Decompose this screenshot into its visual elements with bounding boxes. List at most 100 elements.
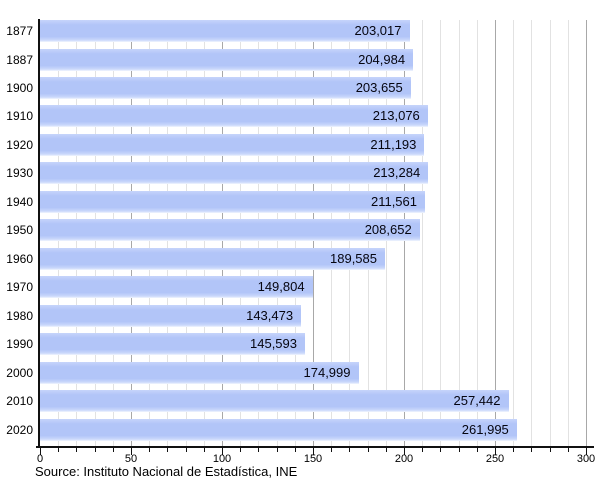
bar-value-label: 261,995 (461, 421, 509, 437)
minor-gridline (476, 20, 478, 447)
minor-gridline (422, 20, 424, 447)
bar: 174,999 (40, 361, 359, 384)
axis-tick (149, 448, 151, 452)
y-axis-label: 2010 (6, 394, 33, 409)
y-axis-label: 1990 (6, 337, 33, 352)
bar: 189,585 (40, 247, 385, 270)
bar: 261,995 (40, 418, 517, 441)
y-axis-label: 1887 (6, 52, 33, 67)
x-tick-label: 250 (485, 453, 505, 465)
x-tick-label: 50 (124, 453, 138, 465)
bar-row: 213,284 (40, 162, 586, 185)
y-axis-label: 1960 (6, 251, 33, 266)
bar-row: 149,804 (40, 276, 586, 299)
axis-tick (331, 448, 333, 452)
bar-value-label: 203,017 (354, 23, 402, 38)
bar-value-label: 211,561 (370, 193, 417, 209)
bar-row: 143,473 (40, 304, 586, 327)
x-tick-label: 200 (394, 453, 414, 465)
bar: 211,193 (40, 133, 425, 156)
axis-tick (495, 448, 496, 455)
bar: 203,017 (40, 20, 410, 42)
source-caption: Source: Instituto Nacional de Estadístic… (35, 464, 298, 479)
axis-tick (294, 448, 296, 452)
axis-tick (185, 448, 187, 452)
minor-gridline (531, 20, 533, 447)
bar-row: 211,561 (40, 190, 586, 213)
bar-row: 261,995 (40, 418, 586, 441)
bar: 208,652 (40, 219, 420, 242)
minor-gridline (513, 20, 515, 447)
axis-tick (476, 448, 478, 452)
y-axis-label: 2020 (6, 422, 33, 437)
axis-tick (422, 448, 424, 452)
y-axis-label: 1930 (6, 166, 33, 181)
axis-tick (131, 448, 132, 455)
axis-tick (440, 448, 442, 452)
minor-gridline (440, 20, 442, 447)
major-gridline (495, 20, 496, 447)
axis-tick (404, 448, 405, 455)
bar: 211,561 (40, 190, 425, 213)
y-axis-label: 1910 (6, 109, 33, 124)
x-tick-label: 100 (212, 453, 232, 465)
bar-row: 257,442 (40, 390, 586, 413)
y-axis-label: 2000 (6, 365, 33, 380)
axis-tick (458, 448, 460, 452)
bar: 213,076 (40, 105, 428, 128)
axis-tick (531, 448, 533, 452)
bar: 204,984 (40, 48, 414, 71)
bar-row: 208,652 (40, 219, 586, 242)
y-axis-label: 1980 (6, 308, 33, 323)
bar-value-label: 174,999 (303, 364, 351, 380)
y-axis-label: 1920 (6, 137, 33, 152)
y-axis-label: 1940 (6, 194, 33, 209)
y-axis-label: 1877 (6, 24, 33, 38)
bar-row: 213,076 (40, 105, 586, 128)
plot-area: 203,017 204,984 203,655 213,076 211,193 213,2… (40, 20, 587, 447)
axis-tick (112, 448, 114, 452)
bar-row: 203,017 (40, 20, 586, 42)
axis-tick (58, 448, 60, 452)
y-axis-label: 1900 (6, 80, 33, 95)
minor-gridline (458, 20, 460, 447)
minor-gridline (567, 20, 569, 447)
axis-tick (258, 448, 260, 452)
bar: 213,284 (40, 162, 429, 185)
axis-tick (513, 448, 515, 452)
bar-row: 204,984 (40, 48, 586, 71)
bar: 143,473 (40, 304, 302, 327)
axis-tick (349, 448, 351, 452)
bar-row: 145,593 (40, 333, 586, 356)
axis-tick (203, 448, 205, 452)
bar: 257,442 (40, 390, 509, 413)
axis-tick (167, 448, 169, 452)
axis-tick (385, 448, 387, 452)
axis-tick (276, 448, 278, 452)
minor-gridline (549, 20, 551, 447)
bar: 203,655 (40, 76, 411, 99)
bar-value-label: 204,984 (358, 51, 406, 67)
axis-tick (567, 448, 569, 452)
bar-value-label: 145,593 (250, 336, 297, 352)
axis-tick (586, 448, 587, 455)
bar-value-label: 149,804 (257, 279, 305, 295)
y-axis-label: 1950 (6, 223, 33, 238)
bar-row: 189,585 (40, 247, 586, 270)
bar-value-label: 257,442 (453, 393, 501, 409)
x-tick-label: 300 (576, 453, 596, 465)
axis-tick (313, 448, 314, 455)
bar-value-label: 208,652 (364, 222, 412, 238)
bar-value-label: 189,585 (330, 250, 377, 266)
bar-value-label: 203,655 (355, 79, 403, 95)
axis-tick (549, 448, 551, 452)
axis-tick (40, 448, 41, 455)
x-axis-line (36, 446, 594, 448)
bar: 145,593 (40, 333, 305, 356)
axis-tick (76, 448, 78, 452)
bar-row: 174,999 (40, 361, 586, 384)
x-tick-label: 0 (36, 453, 44, 465)
bar-row: 203,655 (40, 76, 586, 99)
bar-value-label: 213,076 (372, 108, 420, 124)
